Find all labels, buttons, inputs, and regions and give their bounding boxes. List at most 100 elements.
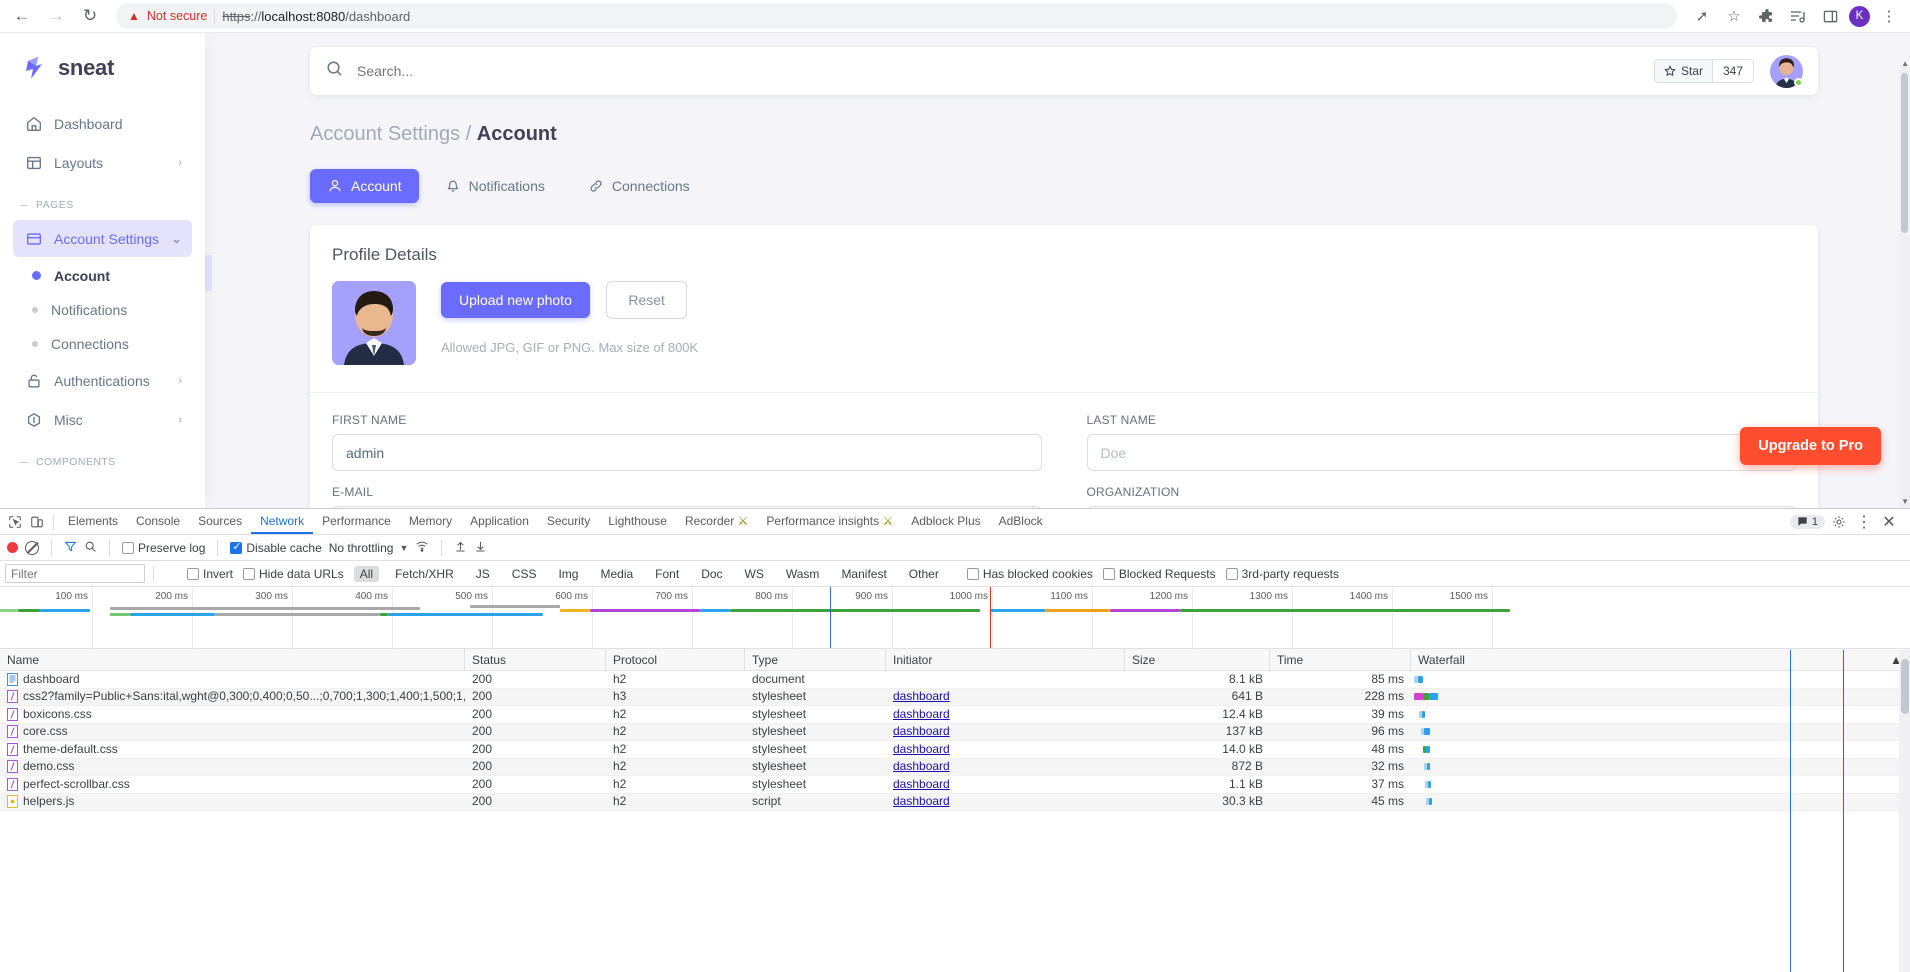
wifi-icon[interactable] bbox=[415, 539, 429, 556]
filter-type-js[interactable]: JS bbox=[475, 566, 490, 581]
table-row[interactable]: helpers.js 200 h2 script dashboard 30.3 … bbox=[0, 793, 1910, 811]
column-header-type[interactable]: Type bbox=[745, 648, 886, 671]
gear-icon[interactable] bbox=[1828, 512, 1850, 532]
filter-icon[interactable] bbox=[64, 540, 77, 556]
address-bar[interactable]: ▲ Not secure https://localhost:8080/dash… bbox=[116, 3, 1677, 29]
throttling-select[interactable]: No throttling ▼ bbox=[329, 541, 409, 555]
filter-type-doc[interactable]: Doc bbox=[701, 566, 723, 581]
sort-arrow-icon[interactable]: ▲ bbox=[1890, 652, 1902, 667]
sidebar-item-layouts[interactable]: Layouts › bbox=[13, 144, 192, 181]
table-row[interactable]: core.css 200 h2 stylesheet dashboard 137… bbox=[0, 723, 1910, 741]
sidebar-item-authentications[interactable]: Authentications › bbox=[13, 362, 192, 399]
devtools-tab-memory[interactable]: Memory bbox=[408, 514, 453, 528]
filter-type-img[interactable]: Img bbox=[558, 566, 579, 581]
close-icon[interactable]: ✕ bbox=[1882, 513, 1896, 531]
clear-icon[interactable] bbox=[25, 540, 39, 555]
column-header-name[interactable]: Name bbox=[0, 648, 465, 671]
invert-checkbox[interactable]: Invert bbox=[187, 567, 233, 581]
devtools-tab-adblock[interactable]: AdBlock bbox=[998, 514, 1043, 528]
profile-avatar[interactable]: K bbox=[1849, 5, 1870, 27]
search-input[interactable] bbox=[357, 63, 1654, 79]
devtools-tab-adblock-plus[interactable]: Adblock Plus bbox=[911, 514, 981, 528]
upload-new-photo-button[interactable]: Upload new photo bbox=[441, 282, 590, 318]
page-scrollbar-thumb[interactable] bbox=[1901, 73, 1908, 233]
devtools-tab-sources[interactable]: Sources bbox=[198, 514, 243, 528]
scroll-down-arrow-icon[interactable]: ▼ bbox=[1901, 497, 1909, 506]
filter-type-fetch-xhr[interactable]: Fetch/XHR bbox=[395, 566, 454, 581]
back-icon[interactable]: ← bbox=[13, 6, 31, 25]
star-button[interactable]: Star bbox=[1654, 60, 1713, 82]
export-har-icon[interactable] bbox=[474, 540, 487, 556]
puzzle-icon[interactable] bbox=[1753, 3, 1779, 29]
hide-data-urls-checkbox[interactable]: Hide data URLs bbox=[243, 567, 344, 581]
inspect-element-icon[interactable] bbox=[4, 512, 26, 532]
filter-input[interactable] bbox=[5, 564, 145, 583]
filter-type-media[interactable]: Media bbox=[600, 566, 634, 581]
filter-type-font[interactable]: Font bbox=[655, 566, 680, 581]
record-icon[interactable] bbox=[7, 542, 18, 553]
search-area[interactable] bbox=[325, 59, 1654, 83]
last-name-input[interactable] bbox=[1086, 434, 1796, 471]
table-row[interactable]: css2?family=Public+Sans:ital,wght@0,300;… bbox=[0, 688, 1910, 706]
column-header-size[interactable]: Size bbox=[1125, 648, 1270, 671]
devtools-tab-network[interactable]: Network bbox=[251, 509, 313, 534]
column-header-initiator[interactable]: Initiator bbox=[886, 648, 1125, 671]
github-star-group[interactable]: Star 347 bbox=[1653, 59, 1754, 83]
table-row[interactable]: dashboard 200 h2 document 8.1 kB 85 ms bbox=[0, 671, 1910, 689]
upgrade-to-pro-button[interactable]: Upgrade to Pro bbox=[1740, 427, 1881, 465]
tab-account[interactable]: Account bbox=[310, 169, 419, 203]
table-row[interactable]: boxicons.css 200 h2 stylesheet dashboard… bbox=[0, 706, 1910, 724]
share-icon[interactable]: ➚ bbox=[1695, 8, 1709, 25]
column-header-status[interactable]: Status bbox=[465, 648, 606, 671]
forward-icon[interactable]: → bbox=[47, 6, 65, 25]
network-overview-timeline[interactable]: 100 ms 200 ms 300 ms 400 ms 500 ms 600 m… bbox=[0, 587, 1910, 649]
devtools-tab-console[interactable]: Console bbox=[136, 514, 181, 528]
devtools-tab-security[interactable]: Security bbox=[546, 514, 591, 528]
devtools-tab-recorder[interactable]: Recorder ⚔ bbox=[684, 514, 749, 528]
side-panel-icon[interactable] bbox=[1817, 3, 1843, 29]
reload-icon[interactable]: ↻ bbox=[82, 6, 98, 25]
column-header-waterfall[interactable]: Waterfall ▲ bbox=[1411, 648, 1910, 671]
user-avatar[interactable] bbox=[1770, 54, 1803, 88]
devtools-tab-performance[interactable]: Performance bbox=[322, 514, 391, 528]
tab-connections[interactable]: Connections bbox=[571, 169, 707, 203]
import-har-icon[interactable] bbox=[454, 540, 467, 556]
filter-type-other[interactable]: Other bbox=[908, 566, 939, 581]
preserve-log-checkbox[interactable]: Preserve log bbox=[122, 541, 205, 555]
third-party-requests-checkbox[interactable]: 3rd-party requests bbox=[1225, 567, 1339, 581]
three-dots-icon[interactable]: ⋮ bbox=[1881, 8, 1897, 25]
tab-notifications[interactable]: Notifications bbox=[428, 169, 562, 203]
search-icon[interactable] bbox=[84, 540, 97, 556]
sidebar-subitem-connections[interactable]: Connections bbox=[13, 327, 192, 360]
first-name-input[interactable] bbox=[332, 434, 1042, 471]
devtools-tab-elements[interactable]: Elements bbox=[68, 514, 119, 528]
device-toolbar-icon[interactable] bbox=[26, 512, 48, 532]
filter-type-ws[interactable]: WS bbox=[744, 566, 764, 581]
filter-type-all[interactable]: All bbox=[353, 565, 380, 582]
table-row[interactable]: demo.css 200 h2 stylesheet dashboard 872… bbox=[0, 758, 1910, 776]
filter-type-css[interactable]: CSS bbox=[511, 566, 537, 581]
filter-type-manifest[interactable]: Manifest bbox=[841, 566, 887, 581]
sidebar-item-dashboard[interactable]: Dashboard bbox=[13, 105, 192, 142]
sidebar-item-account-settings[interactable]: Account Settings ⌄ bbox=[13, 220, 192, 257]
column-header-time[interactable]: Time bbox=[1270, 648, 1411, 671]
devtools-scrollbar-thumb[interactable] bbox=[1901, 659, 1909, 714]
devtools-scrollbar-track[interactable] bbox=[1899, 650, 1910, 972]
breadcrumb-parent[interactable]: Account Settings bbox=[310, 123, 461, 145]
sidebar-subitem-notifications[interactable]: Notifications bbox=[13, 293, 192, 326]
reading-list-icon[interactable] bbox=[1785, 3, 1811, 29]
table-row[interactable]: perfect-scrollbar.css 200 h2 stylesheet … bbox=[0, 776, 1910, 794]
has-blocked-cookies-checkbox[interactable]: Has blocked cookies bbox=[966, 567, 1093, 581]
star-icon[interactable]: ☆ bbox=[1727, 8, 1741, 25]
reset-button[interactable]: Reset bbox=[606, 281, 687, 319]
three-dots-icon[interactable]: ⋮ bbox=[1856, 513, 1872, 531]
page-scrollbar-track[interactable] bbox=[1899, 66, 1910, 508]
devtools-tab-lighthouse[interactable]: Lighthouse bbox=[608, 514, 667, 528]
table-row[interactable]: theme-default.css 200 h2 stylesheet dash… bbox=[0, 741, 1910, 759]
message-count-badge[interactable]: 1 bbox=[1789, 514, 1825, 529]
blocked-requests-checkbox[interactable]: Blocked Requests bbox=[1102, 567, 1216, 581]
scroll-up-arrow-icon[interactable]: ▲ bbox=[1901, 59, 1909, 68]
disable-cache-checkbox[interactable]: Disable cache bbox=[230, 540, 322, 555]
column-header-protocol[interactable]: Protocol bbox=[606, 648, 745, 671]
filter-type-wasm[interactable]: Wasm bbox=[785, 566, 820, 581]
